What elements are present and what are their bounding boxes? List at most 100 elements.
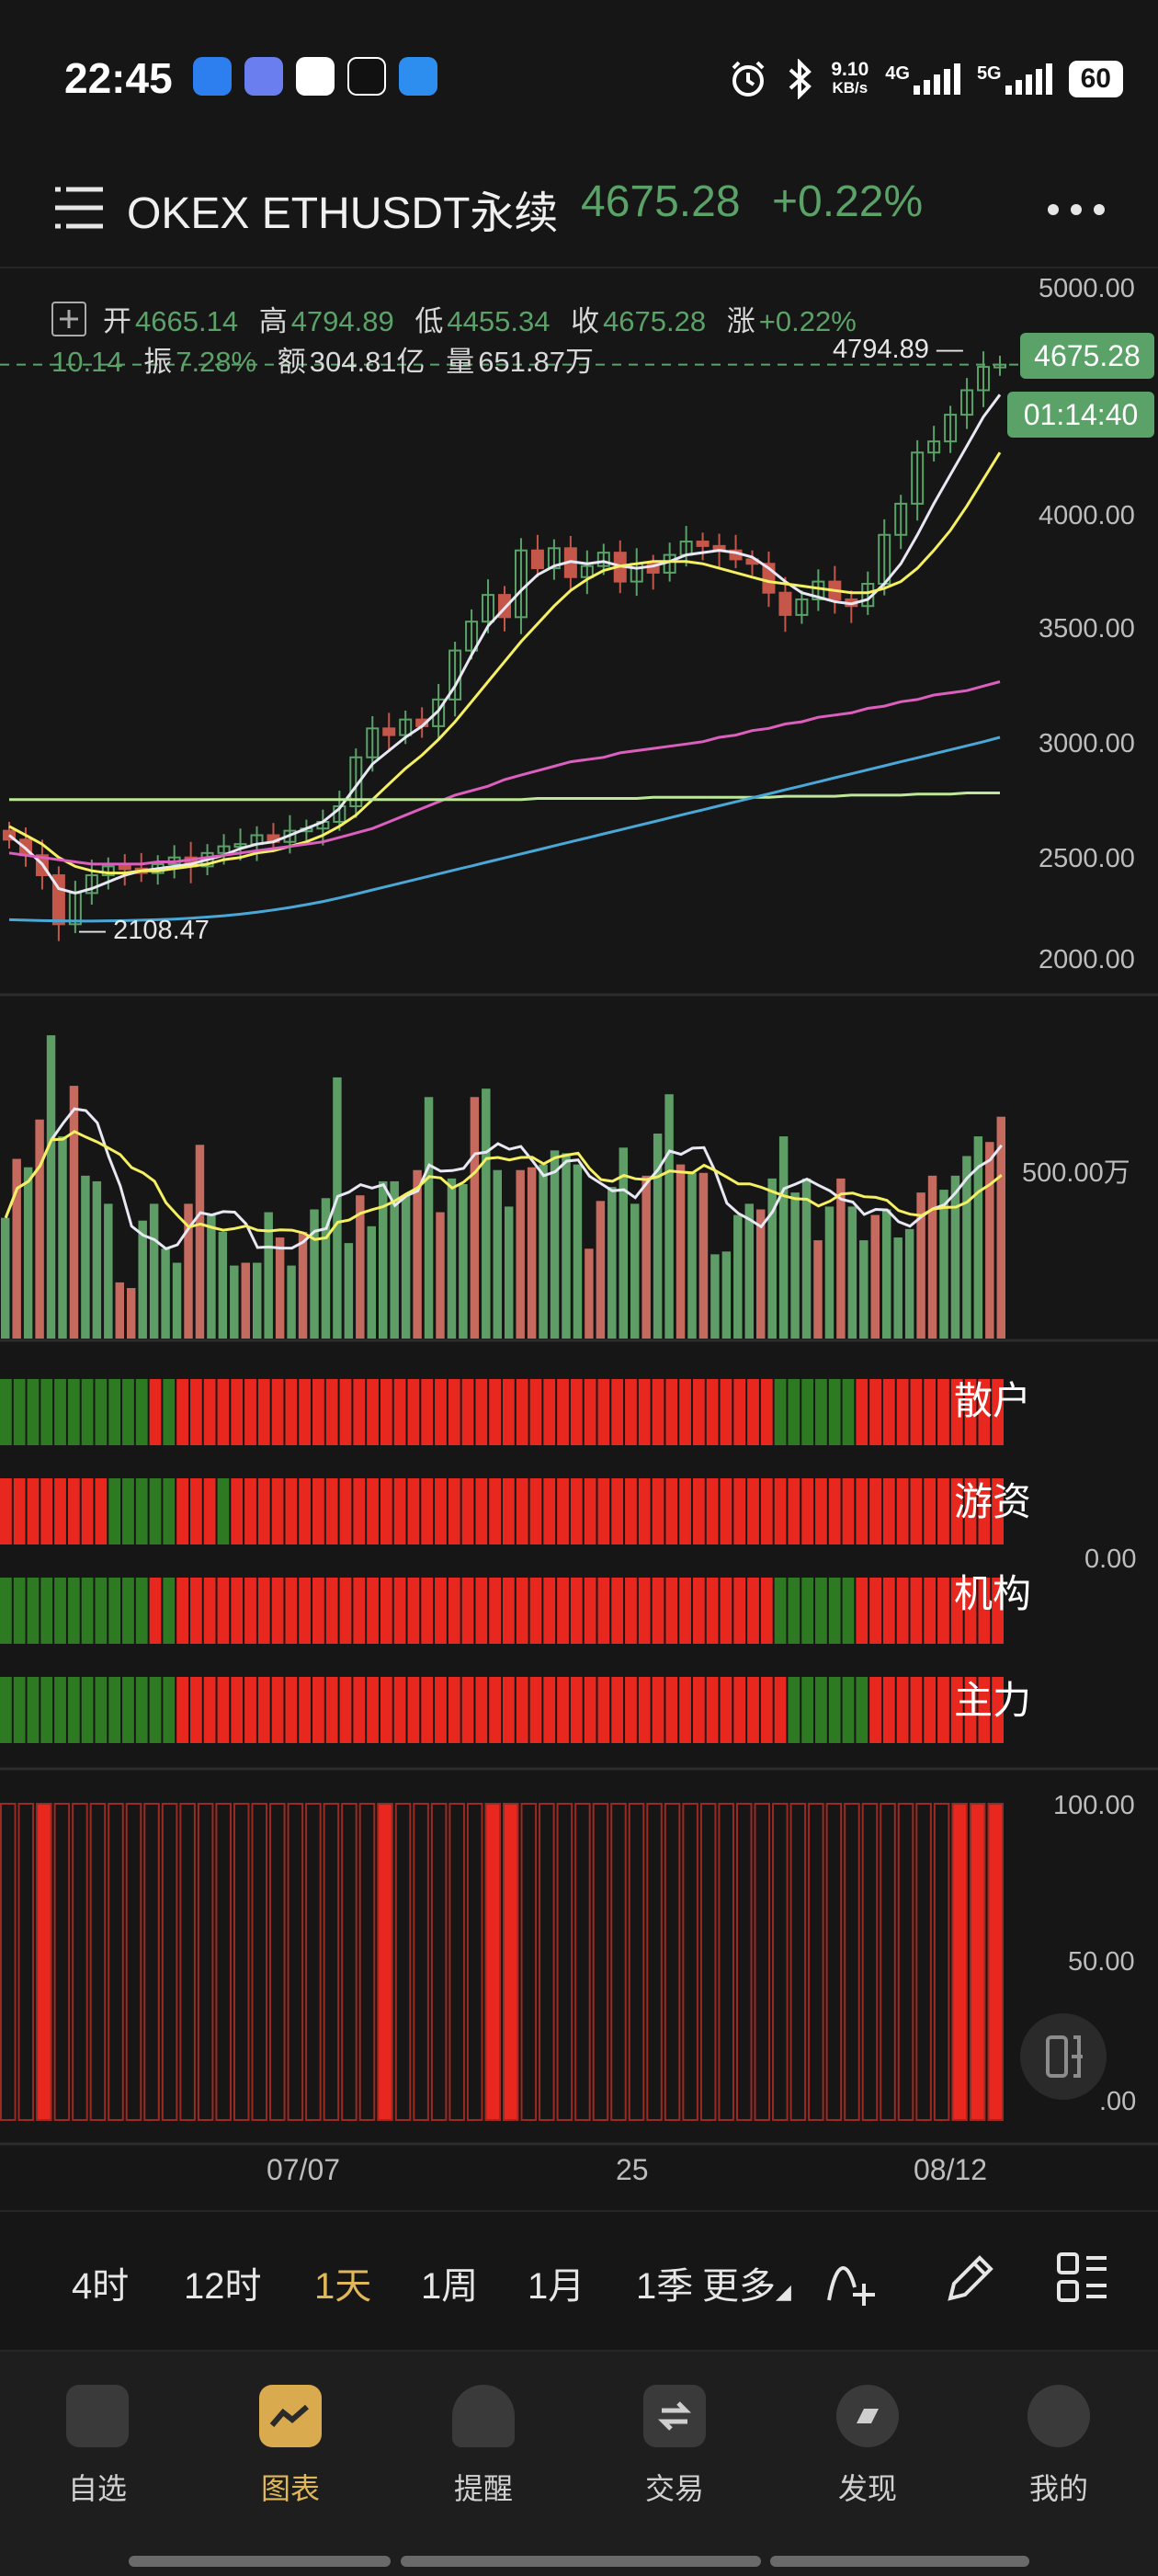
sentiment-cell: [665, 1478, 678, 1544]
layout-toggle-button[interactable]: [1020, 2013, 1107, 2100]
indicator-bar: [305, 1803, 322, 2121]
symbol-title[interactable]: OKEX ETHUSDT永续: [127, 189, 559, 238]
sentiment-cell: [788, 1478, 800, 1544]
sentiment-cell: [597, 1677, 610, 1743]
gesture-bar: [129, 2556, 1029, 2567]
candle: [366, 727, 380, 758]
menu-icon[interactable]: [53, 184, 105, 232]
tf-1q[interactable]: 1季: [636, 2266, 694, 2307]
sentiment-cell: [189, 1578, 202, 1644]
sentiment-cell: [964, 1578, 977, 1644]
sentiment-cell: [760, 1677, 773, 1743]
tf-more[interactable]: 更多◢: [702, 2266, 791, 2307]
sentiment-cell: [815, 1578, 827, 1644]
volume-bar: [641, 1175, 651, 1339]
sentiment-cell: [597, 1379, 610, 1445]
sentiment-cell: [910, 1478, 923, 1544]
sentiment-cell: [176, 1677, 188, 1743]
bluetooth-icon: [789, 59, 812, 99]
sentiment-cell: [747, 1379, 759, 1445]
sentiment-cell: [54, 1677, 66, 1743]
tf-4h[interactable]: 4时: [72, 2266, 130, 2307]
candle: [482, 594, 495, 623]
nav-trade[interactable]: 交易: [601, 2385, 748, 2508]
sentiment-cell: [393, 1677, 406, 1743]
indicator-bar: [844, 1803, 860, 2121]
pencil-icon[interactable]: [941, 2249, 1000, 2308]
sentiment-cell: [652, 1379, 664, 1445]
sentiment-cell: [747, 1677, 759, 1743]
candle: [233, 843, 247, 849]
sentiment-cell: [978, 1379, 991, 1445]
indicator-bar: [951, 1803, 968, 2121]
sentiment-cell: [801, 1578, 814, 1644]
sentiment-cell: [95, 1578, 108, 1644]
sentiment-cell: [937, 1478, 949, 1544]
sentiment-cell: [353, 1379, 366, 1445]
tf-12h[interactable]: 12时: [184, 2266, 262, 2307]
ohlc-amount: 304.81亿: [309, 346, 426, 378]
nav-discover[interactable]: 发现: [794, 2385, 941, 2508]
battery-icon: 60: [1068, 61, 1123, 97]
candle: [530, 549, 544, 570]
sentiment-cell: [706, 1677, 719, 1743]
volume-bar: [195, 1145, 205, 1339]
sentiment-cell: [720, 1379, 732, 1445]
sentiment-cell: [380, 1677, 392, 1743]
sentiment-cell: [992, 1379, 1004, 1445]
nav-alerts[interactable]: 提醒: [410, 2385, 557, 2508]
bars-axis-0: .00: [1099, 2087, 1137, 2116]
grid-layout-icon[interactable]: [1055, 2251, 1110, 2306]
sentiment-cell: [882, 1478, 895, 1544]
sentiment-cell: [828, 1578, 841, 1644]
volume-bar: [824, 1206, 834, 1339]
nav-watchlist[interactable]: 自选: [24, 2385, 171, 2508]
sentiment-cell: [108, 1478, 121, 1544]
sentiment-cell: [67, 1379, 80, 1445]
sentiment-cell: [299, 1677, 312, 1743]
volume-bar: [550, 1150, 560, 1339]
volume-bar: [710, 1254, 720, 1339]
sentiment-cell: [842, 1379, 855, 1445]
volume-bar: [596, 1201, 606, 1339]
sentiment-cell: [882, 1578, 895, 1644]
sentiment-cell: [475, 1578, 488, 1644]
indicator-toggle-icon[interactable]: [51, 302, 86, 336]
volume-bar: [321, 1198, 331, 1339]
volume-bar: [127, 1288, 136, 1339]
sentiment-cell: [163, 1379, 176, 1445]
sentiment-cell: [244, 1379, 256, 1445]
sentiment-cell: [407, 1578, 420, 1644]
sentiment-cell: [543, 1578, 556, 1644]
tf-1d[interactable]: 1天: [314, 2266, 372, 2307]
indicator-bar: [682, 1803, 698, 2121]
sentiment-cell: [924, 1379, 937, 1445]
chart-canvas[interactable]: [0, 268, 1158, 2208]
sentiment-cell: [720, 1578, 732, 1644]
sentiment-cell: [964, 1379, 977, 1445]
indicator-bar: [503, 1803, 519, 2121]
tf-1w[interactable]: 1周: [421, 2266, 479, 2307]
volume-bar: [46, 1035, 56, 1339]
sentiment-cell: [475, 1379, 488, 1445]
sentiment-cell: [856, 1677, 868, 1743]
candle: [646, 563, 660, 574]
more-icon[interactable]: [1044, 200, 1108, 219]
tf-1m[interactable]: 1月: [528, 2266, 585, 2307]
sentiment-cell: [856, 1478, 868, 1544]
candle: [795, 598, 809, 616]
sentiment-cell: [448, 1578, 460, 1644]
draw-line-icon[interactable]: [823, 2251, 880, 2308]
sentiment-cell: [231, 1578, 244, 1644]
indicator-bar: [664, 1803, 681, 2121]
sentiment-cell: [13, 1578, 26, 1644]
sentiment-cell: [652, 1677, 664, 1743]
sentiment-cell: [828, 1677, 841, 1743]
sentiment-cell: [217, 1478, 230, 1544]
sentiment-cell: [638, 1379, 651, 1445]
nav-profile[interactable]: 我的: [985, 2385, 1132, 2508]
sentiment-cell: [774, 1379, 787, 1445]
volume-bar: [813, 1240, 823, 1339]
sentiment-cell: [882, 1677, 895, 1743]
nav-chart[interactable]: 图表: [217, 2385, 364, 2508]
